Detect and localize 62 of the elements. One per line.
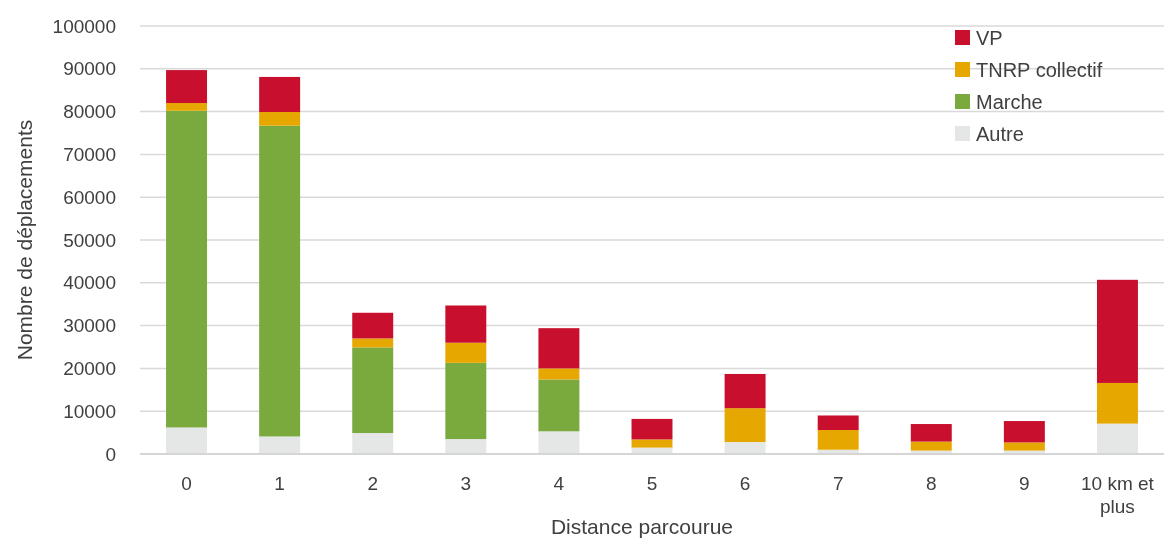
bar <box>910 441 952 451</box>
y-tick-label: 70000 <box>63 144 116 166</box>
x-tick-label: 6 <box>739 473 751 494</box>
bar <box>724 408 766 443</box>
bar <box>724 442 766 454</box>
bar <box>724 373 766 409</box>
bar <box>538 379 580 432</box>
bar <box>352 312 394 339</box>
bar <box>259 436 301 454</box>
bar <box>1003 442 1045 451</box>
legend-label: TNRP collectif <box>976 59 1103 81</box>
y-tick-label: 40000 <box>63 272 116 294</box>
y-tick-label: 80000 <box>63 101 116 123</box>
x-tick-label: 3 <box>460 473 472 494</box>
bar <box>445 342 487 363</box>
bar <box>166 427 208 454</box>
y-axis-title: Nombre de déplacements <box>13 119 36 361</box>
y-tick-label: 100000 <box>52 15 116 37</box>
bar <box>352 338 394 348</box>
bar <box>817 415 859 431</box>
bar <box>538 328 580 369</box>
bar <box>166 70 208 104</box>
bar <box>352 433 394 454</box>
bar <box>445 305 487 343</box>
bar <box>259 76 301 113</box>
y-tick-label: 90000 <box>63 58 116 80</box>
bar <box>1096 423 1138 454</box>
bar <box>445 362 487 440</box>
bar <box>352 347 394 434</box>
y-tick-label: 50000 <box>63 229 116 251</box>
x-tick-label: 0 <box>181 473 192 494</box>
legend-label: Autre <box>976 123 1024 145</box>
bar <box>631 439 673 448</box>
x-tick-label: 4 <box>553 473 565 494</box>
bar <box>817 430 859 450</box>
y-tick-label: 60000 <box>63 186 116 208</box>
bar <box>166 110 208 428</box>
legend-label: VP <box>976 27 1003 49</box>
y-tick-label: 20000 <box>63 358 116 380</box>
bar <box>259 125 301 437</box>
bar <box>1003 421 1045 443</box>
x-tick-label: 9 <box>1019 473 1030 494</box>
bar <box>166 103 208 111</box>
x-tick-label: 7 <box>832 473 844 494</box>
legend-label: Marche <box>976 91 1043 113</box>
bar <box>538 431 580 454</box>
y-tick-label: 0 <box>105 443 116 465</box>
bar <box>631 418 673 440</box>
bar <box>1096 382 1138 424</box>
y-tick-label: 30000 <box>63 315 116 337</box>
bar <box>259 112 301 126</box>
x-tick-label: 1 <box>274 473 285 494</box>
bar <box>538 368 580 380</box>
y-tick-label: 10000 <box>63 400 116 422</box>
bar <box>445 439 487 454</box>
x-axis-title: Distance parcourue <box>550 515 734 538</box>
x-tick-label: 2 <box>367 473 379 494</box>
x-tick-label: 8 <box>925 473 937 494</box>
bar <box>1096 279 1138 383</box>
bar <box>910 424 952 442</box>
x-tick-label: 5 <box>646 473 658 494</box>
x-tick-label: 10 km et plus <box>1081 473 1155 517</box>
